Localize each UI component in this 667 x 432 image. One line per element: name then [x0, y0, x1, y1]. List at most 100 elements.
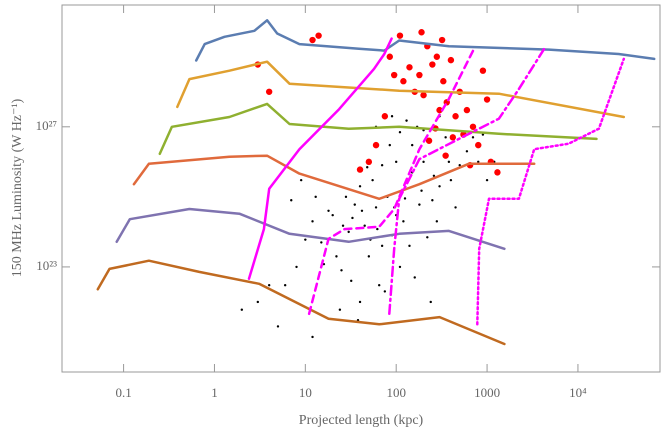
- scatter-point: [449, 178, 453, 182]
- y-tick-label: 10²⁷: [36, 118, 57, 133]
- x-tick-label: 0.1: [115, 385, 131, 400]
- scatter-point: [315, 32, 322, 39]
- curve: [194, 19, 656, 62]
- scatter-point: [479, 67, 487, 74]
- scatter-point: [386, 53, 393, 60]
- scatter-point: [365, 158, 373, 166]
- scatter-point: [396, 32, 404, 39]
- scatter-point: [265, 88, 273, 95]
- curve: [247, 37, 393, 280]
- scatter-point: [327, 209, 330, 212]
- scatter-point: [494, 169, 501, 176]
- scatter-point: [374, 206, 378, 209]
- scatter-point: [331, 213, 334, 217]
- scatter-point: [426, 236, 429, 239]
- scatter-point: [358, 185, 362, 188]
- scatter-point: [363, 224, 366, 227]
- scatter-point: [240, 308, 244, 311]
- scatter-point: [311, 220, 314, 223]
- y-tick-label: 10²³: [36, 258, 57, 273]
- scatter-point: [406, 64, 413, 71]
- scatter-point: [276, 325, 280, 328]
- curve: [476, 57, 626, 326]
- scatter-point: [398, 131, 402, 134]
- scatter-point: [295, 265, 298, 269]
- scatter-point: [449, 134, 457, 141]
- scatter-point: [442, 152, 449, 159]
- scatter-point: [447, 56, 455, 64]
- scatter-point: [304, 238, 307, 241]
- scatter-point: [351, 216, 354, 220]
- scatter-point: [358, 300, 362, 304]
- x-tick-label: 10: [299, 385, 312, 400]
- scatter-point: [402, 220, 405, 223]
- scatter-point: [408, 244, 411, 248]
- curve: [115, 207, 506, 251]
- scatter-point: [431, 199, 434, 202]
- scatter-point: [475, 141, 482, 149]
- scatter-point: [433, 53, 441, 60]
- scatter-point: [435, 220, 439, 223]
- scatter-point: [458, 164, 461, 167]
- curve: [96, 259, 506, 346]
- scatter-point: [341, 224, 345, 227]
- y-axis-label: 150 MHz Luminosity (W Hz⁻¹): [10, 98, 25, 277]
- scatter-point: [311, 335, 314, 339]
- scatter-point: [353, 203, 356, 206]
- scatter-point: [320, 241, 323, 244]
- scatter-point: [440, 78, 447, 85]
- scatter-point: [452, 113, 459, 120]
- scatter-point: [347, 230, 350, 234]
- scatter-point: [283, 284, 287, 287]
- scatter-point: [429, 61, 436, 68]
- scatter-point: [309, 36, 316, 44]
- curve: [388, 47, 546, 316]
- scatter-point: [425, 137, 433, 144]
- curve: [132, 154, 536, 201]
- scatter-point: [438, 185, 441, 188]
- scatter-point: [418, 29, 425, 36]
- plot-frame: [61, 4, 661, 373]
- scatter-point: [400, 78, 407, 85]
- scatter-point: [485, 178, 489, 182]
- scatter-point: [422, 160, 425, 164]
- scatter-point: [398, 265, 402, 269]
- scatter-point: [344, 195, 348, 199]
- x-tick-label: 100: [386, 385, 406, 400]
- scatter-point: [356, 166, 364, 173]
- scatter-point: [413, 276, 416, 279]
- scatter-point: [465, 150, 469, 153]
- x-axis-label: Projected length (kpc): [299, 413, 424, 428]
- scatter-point: [383, 290, 387, 293]
- scatter-point: [403, 197, 407, 200]
- scatter-point: [350, 279, 353, 283]
- scatter-point: [388, 143, 391, 147]
- scatter-point: [416, 71, 423, 79]
- x-tick-label: 10⁴: [569, 385, 587, 400]
- scatter-point: [367, 255, 371, 258]
- scatter-point: [447, 160, 451, 164]
- scatter-point: [314, 195, 317, 199]
- curve: [307, 47, 476, 316]
- x-tick-label: 1000: [474, 385, 500, 400]
- scatter-point: [483, 96, 491, 103]
- scatter-point: [372, 141, 380, 149]
- scatter-point: [420, 91, 427, 99]
- curve: [158, 102, 598, 156]
- scatter-point: [267, 284, 271, 287]
- x-tick-label: 1: [211, 385, 218, 400]
- scatter-point: [390, 115, 394, 118]
- scatter-point: [340, 269, 343, 272]
- scatter-point: [469, 123, 477, 130]
- scatter-point: [290, 199, 293, 202]
- scatter-point: [299, 178, 303, 182]
- scatter-point: [438, 36, 446, 44]
- scatter-point: [463, 106, 471, 114]
- scatter-point: [371, 178, 374, 182]
- scatter-point: [444, 136, 447, 139]
- scatter-point: [420, 189, 423, 192]
- scatter-point: [432, 174, 436, 177]
- scatter-point: [436, 106, 443, 114]
- scatter-point: [477, 160, 480, 164]
